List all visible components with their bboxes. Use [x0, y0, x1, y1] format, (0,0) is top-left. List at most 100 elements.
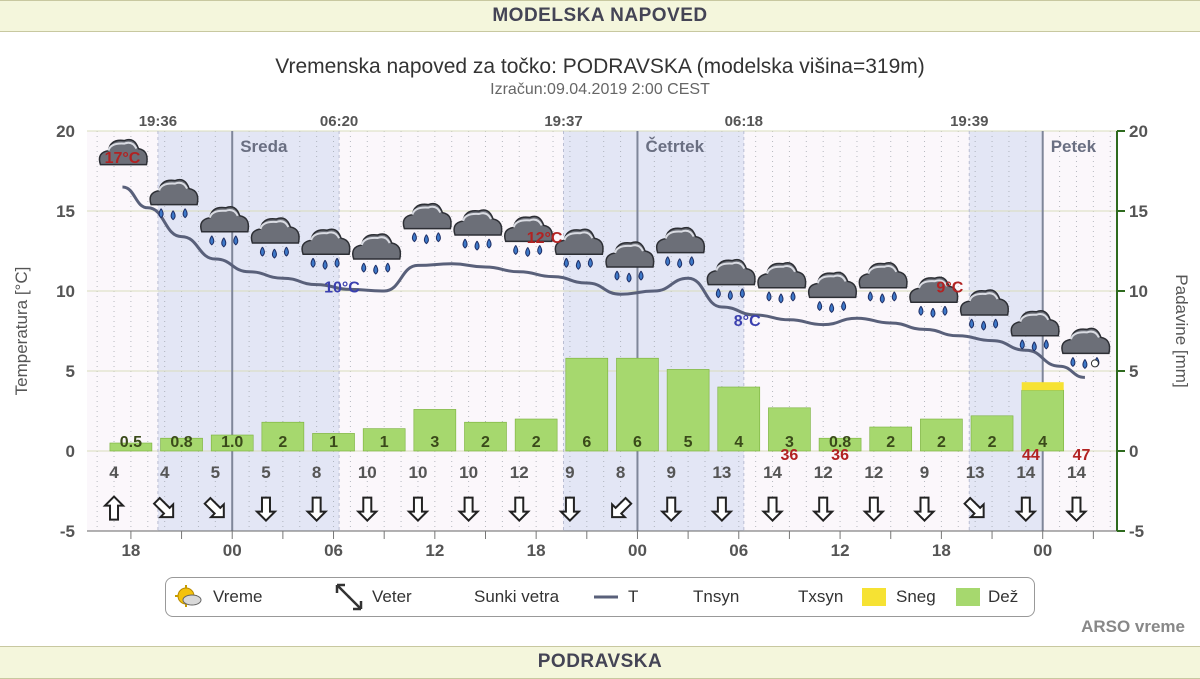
wind-speed-label: 5: [261, 463, 270, 482]
gust-label: 47: [1073, 447, 1091, 464]
legend-item-veter[interactable]: Veter: [334, 578, 412, 616]
legend-label: Dež: [988, 587, 1019, 606]
rain-bar: [210, 434, 254, 452]
rain-bar: [616, 357, 659, 452]
rain-value-label: 6: [633, 434, 642, 451]
wind-arrow-icon: [710, 496, 734, 523]
rain-cloud-icon: [554, 228, 604, 270]
x-tick-label: 12: [831, 541, 850, 560]
rain-cloud-icon: [503, 215, 554, 258]
wind-speed-label: 9: [565, 463, 574, 482]
legend-item-sunki[interactable]: Sunki vetra: [474, 578, 559, 616]
rain-value-label: 5: [684, 434, 693, 451]
wind-speed-label: 14: [1067, 463, 1086, 482]
temperature-extreme-label: 10°C: [324, 280, 360, 297]
rain-cloud-icon: [605, 241, 655, 283]
wind-speed-label: 8: [616, 463, 625, 482]
rain-value-label: 2: [988, 434, 997, 451]
rain-cloud-icon: [757, 262, 807, 304]
legend-label: Txsyn: [798, 587, 844, 606]
x-tick-label: 06: [324, 541, 343, 560]
rain-bar: [362, 428, 406, 452]
wind-speed-label: 14: [1016, 463, 1035, 482]
chart-legend: Vreme Veter Sunki vetra T Tnsyn Txsyn: [165, 577, 1035, 617]
sun-event-label: 06:18: [725, 113, 763, 130]
x-tick-label: 06: [729, 541, 748, 560]
rain-value-label: 2: [886, 434, 895, 451]
temperature-line: [122, 185, 1086, 379]
legend-item-sneg[interactable]: Sneg: [862, 578, 936, 616]
rain-value-label: 3: [785, 434, 794, 451]
y-tick-label: -5: [60, 522, 75, 541]
legend-label: Tnsyn: [693, 587, 740, 606]
temperature-extreme-label: 17°C: [105, 150, 141, 167]
legend-item-dez[interactable]: Dež: [956, 578, 1018, 616]
rain-value-label: 3: [430, 434, 439, 451]
rain-cloud-icon: [655, 226, 706, 269]
wind-arrow-icon: [611, 496, 633, 519]
legend-item-tnsyn[interactable]: Tnsyn: [693, 578, 739, 616]
gust-label: 36: [831, 447, 849, 464]
wind-arrow-icon: [203, 496, 225, 519]
wind-arrow-icon: [913, 496, 936, 523]
legend-label: Sunki vetra: [474, 587, 560, 606]
day-label: Petek: [1051, 137, 1097, 156]
x-tick-label: 18: [932, 541, 951, 560]
wind-arrow-icon: [862, 496, 886, 523]
wind-speed-label: 13: [966, 463, 985, 482]
rain-cloud-icon: [149, 178, 199, 221]
x-tick-label: 00: [628, 541, 647, 560]
wind-arrow-icon: [335, 583, 363, 611]
wind-arrow-icon: [254, 496, 278, 523]
day-label: Sreda: [240, 137, 288, 156]
legend-label: T: [628, 587, 639, 606]
wind-speed-label: 12: [864, 463, 883, 482]
temperature-extreme-label: 8°C: [734, 313, 761, 330]
snow-bar: [1021, 382, 1064, 391]
rain-bar: [514, 418, 558, 452]
wind-speed-label: 9: [666, 463, 675, 482]
forecast-chart: 19:36 06:20 19:37 06:18 19:39 Sreda Četrtek Pet…: [0, 32, 1200, 644]
rain-value-label: 2: [481, 434, 490, 451]
sun-event-label: 19:37: [544, 113, 582, 130]
rain-cloud-icon: [402, 202, 452, 245]
y-tick-label: 5: [66, 362, 75, 381]
cloud-icon: [98, 138, 148, 166]
y2-axis-title: Padavine [mm]: [1172, 274, 1191, 387]
sun-event-label: 06:20: [320, 113, 358, 130]
rain-value-label: 4: [1038, 434, 1047, 451]
y2-tick-label: 20: [1129, 122, 1148, 141]
y-tick-label: 10: [56, 282, 75, 301]
credits-link[interactable]: ARSO vreme: [1081, 617, 1185, 636]
rain-value-label: 0.5: [120, 434, 142, 451]
wind-speed-label: 4: [109, 463, 119, 482]
rain-cloud-icon: [250, 217, 300, 259]
legend-label: Sneg: [896, 587, 936, 606]
x-tick-label: 18: [527, 541, 546, 560]
wind-arrow-icon: [152, 496, 175, 519]
y2-tick-label: 0: [1129, 442, 1138, 461]
rain-value-label: 0.8: [170, 434, 192, 451]
legend-item-vreme[interactable]: Vreme: [172, 578, 262, 616]
x-tick-label: 00: [223, 541, 242, 560]
rain-cloud-icon: [909, 276, 959, 318]
rain-bar: [109, 442, 153, 452]
sun-event-label: 19:39: [950, 113, 988, 130]
rain-bar: [920, 418, 963, 452]
x-tick-label: 18: [121, 541, 140, 560]
y-tick-label: 0: [66, 442, 75, 461]
y-axis-title: Temperatura [°C]: [12, 267, 31, 396]
wind-arrow-icon: [659, 496, 683, 523]
rain-bar: [717, 386, 761, 452]
rain-cloud-icon: [858, 262, 908, 304]
legend-item-txsyn[interactable]: Txsyn: [798, 578, 843, 616]
wind-arrow-icon: [558, 496, 582, 523]
rain-value-label: 1: [380, 434, 389, 451]
rain-cloud-icon: [200, 206, 250, 248]
rain-swatch: [956, 588, 980, 606]
wind-speed-label: 9: [920, 463, 929, 482]
wind-arrow-icon: [963, 496, 985, 519]
legend-item-t[interactable]: T: [594, 578, 638, 616]
rain-cloud-icon: [351, 233, 402, 275]
rain-cloud-icon: [959, 289, 1009, 331]
